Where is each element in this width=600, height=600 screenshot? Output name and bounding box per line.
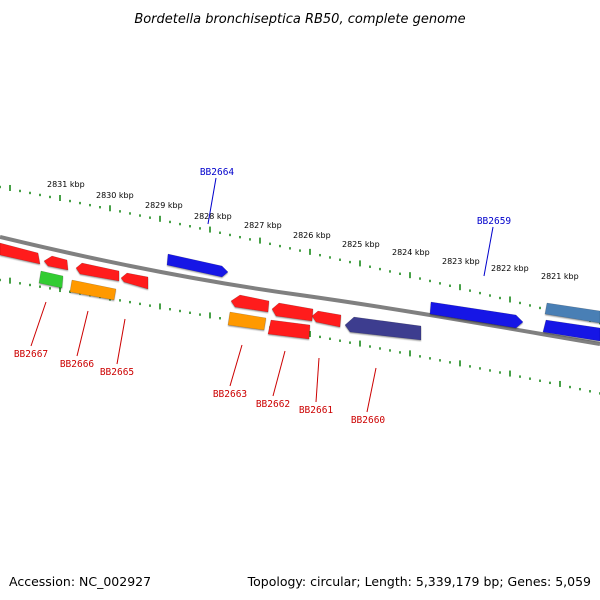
gene-label-bb2665: BB2665 [100,367,134,378]
leader-line-bb2663 [229,344,243,387]
feature-reverse-orange-bb2666 [69,279,117,301]
map-title: Bordetella bronchiseptica RB50, complete… [134,12,465,27]
feature-forward-bb2664 [166,253,229,278]
accession-text: Accession: NC_002927 [9,574,151,589]
feature-forward-red-1 [0,242,41,265]
feature-reverse-red-b [75,262,120,282]
gene-label-bb2661: BB2661 [299,405,334,416]
feature-forward-bb2659 [429,301,524,329]
gene-label-bb2663: BB2663 [213,389,247,400]
leader-line-bb2666 [76,310,89,357]
scale-label: 2829 kbp [145,201,183,210]
gene-label-bb2664: BB2664 [200,167,235,178]
scale-label: 2831 kbp [47,180,85,189]
scale-ticks-outer [0,184,600,325]
features [0,242,600,342]
scale-label: 2828 kbp [194,212,232,221]
feature-reverse-blue-right [542,319,600,342]
gene-label-bb2659: BB2659 [477,216,512,227]
leader-line-bb2660 [366,367,377,413]
scale-label: 2826 kbp [293,231,331,240]
leader-line-bb2667 [30,301,47,347]
feature-reverse-red-e [271,302,314,322]
feature-reverse-red-a [43,255,69,271]
feature-reverse-red-d [230,294,270,313]
feature-reverse-red-f [311,310,342,328]
leader-line-bb2664 [207,177,217,225]
feature-reverse-red-bb2660 [267,319,311,340]
feature-reverse-orange-bb2662 [227,311,267,331]
gene-label-bb2660: BB2660 [351,415,386,426]
genome-backbone [0,235,600,346]
scale-label: 2824 kbp [392,248,430,257]
gene-label-bb2667: BB2667 [14,349,48,360]
gene-label-bb2662: BB2662 [256,399,290,410]
feature-reverse-red-c [120,272,149,290]
scale-label: 2825 kbp [342,240,380,249]
scale-label: 2827 kbp [244,221,282,230]
scale-labels: 2831 kbp 2830 kbp 2829 kbp 2828 kbp 2827 kbp… [47,180,579,281]
feature-forward-steelblue [544,302,600,324]
leader-line-bb2662 [272,350,286,397]
scale-label: 2823 kbp [442,257,480,266]
scale-label: 2821 kbp [541,272,579,281]
label-leaders [30,177,494,413]
gene-label-bb2666: BB2666 [60,359,95,370]
feature-reverse-purple-bb2663 [344,316,422,341]
scale-label: 2830 kbp [96,191,134,200]
feature-reverse-green [38,270,64,289]
gene-labels: BB2664 BB2659 BB2667 BB2666 BB2665 BB2663 BB26… [14,167,512,426]
scale-label: 2822 kbp [491,264,529,273]
leader-line-bb2661 [315,357,320,403]
leader-line-bb2665 [116,318,126,365]
leader-line-bb2659 [483,226,494,277]
topology-text: Topology: circular; Length: 5,339,179 bp… [247,574,591,589]
